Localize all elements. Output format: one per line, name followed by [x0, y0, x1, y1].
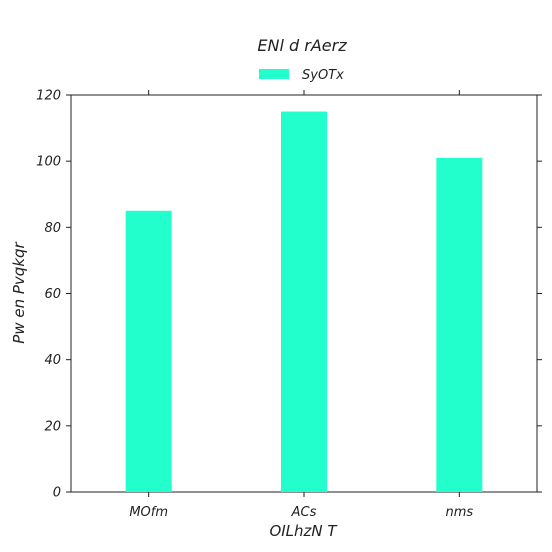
x-axis-label: OILhzN T — [269, 522, 338, 540]
y-tick-label: 0 — [53, 486, 61, 501]
x-tick-label: MOfm — [129, 505, 168, 520]
y-tick-label: 100 — [36, 155, 61, 170]
y-tick-label: 60 — [44, 287, 61, 302]
y-axis-label: Pw en Pvqkqr — [10, 241, 28, 343]
bar-MOfm — [125, 210, 172, 492]
bar-ACs — [281, 111, 327, 493]
x-axis: MOfm ACs nms — [129, 90, 473, 520]
legend-label: SyOTx — [302, 68, 344, 83]
y-tick-label: 40 — [44, 353, 61, 368]
x-tick-label: ACs — [291, 505, 317, 520]
bar-nms — [436, 157, 483, 492]
y-tick-label: 20 — [44, 419, 61, 434]
legend: SyOTx — [259, 68, 344, 83]
legend-swatch — [259, 69, 289, 79]
chart-title: ENl d rAerz — [257, 36, 347, 55]
y-tick-label: 120 — [36, 89, 61, 104]
y-axis: 0 20 40 60 80 100 120 — [36, 89, 542, 501]
y-tick-label: 80 — [44, 221, 61, 236]
bars-group — [125, 111, 483, 493]
x-tick-label: nms — [445, 505, 473, 520]
